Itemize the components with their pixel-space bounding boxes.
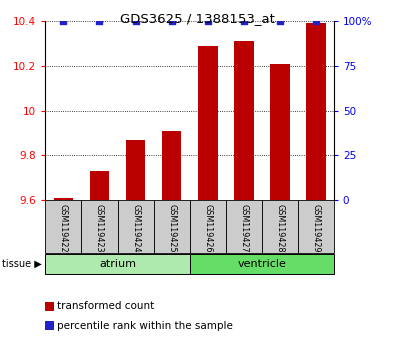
Text: GSM119424: GSM119424 (131, 204, 140, 253)
Bar (234, 41, 254, 200)
Bar (226, 200, 261, 253)
Text: GSM119426: GSM119426 (203, 204, 212, 253)
Bar (45, 200, 81, 253)
Text: GSM119427: GSM119427 (239, 204, 248, 253)
Bar (154, 200, 190, 253)
Bar (54, 198, 73, 200)
Text: transformed count: transformed count (57, 301, 154, 311)
Bar (306, 23, 325, 200)
Point (60, 18, 67, 24)
Text: percentile rank within the sample: percentile rank within the sample (57, 321, 233, 331)
Point (132, 18, 139, 24)
Bar (45, 254, 190, 274)
Bar (190, 200, 226, 253)
Bar (198, 46, 218, 200)
Bar (190, 254, 334, 274)
Bar (162, 131, 181, 200)
Bar (90, 171, 109, 200)
Text: GSM119425: GSM119425 (167, 204, 176, 253)
Text: ventricle: ventricle (237, 259, 286, 269)
Text: tissue ▶: tissue ▶ (2, 259, 42, 269)
Text: atrium: atrium (99, 259, 136, 269)
Text: GSM119422: GSM119422 (59, 204, 68, 253)
Point (168, 18, 175, 24)
Text: GSM119423: GSM119423 (95, 204, 104, 253)
Point (96, 18, 103, 24)
Bar (261, 200, 298, 253)
Point (241, 18, 247, 24)
Point (276, 18, 283, 24)
Text: GSM119429: GSM119429 (311, 204, 320, 253)
Bar (81, 200, 118, 253)
Point (312, 18, 319, 24)
Point (205, 18, 211, 24)
Bar (270, 64, 290, 200)
Text: GDS3625 / 1388153_at: GDS3625 / 1388153_at (120, 12, 275, 25)
Bar (126, 140, 145, 200)
Text: GSM119428: GSM119428 (275, 204, 284, 253)
Bar (118, 200, 154, 253)
Bar (298, 200, 334, 253)
